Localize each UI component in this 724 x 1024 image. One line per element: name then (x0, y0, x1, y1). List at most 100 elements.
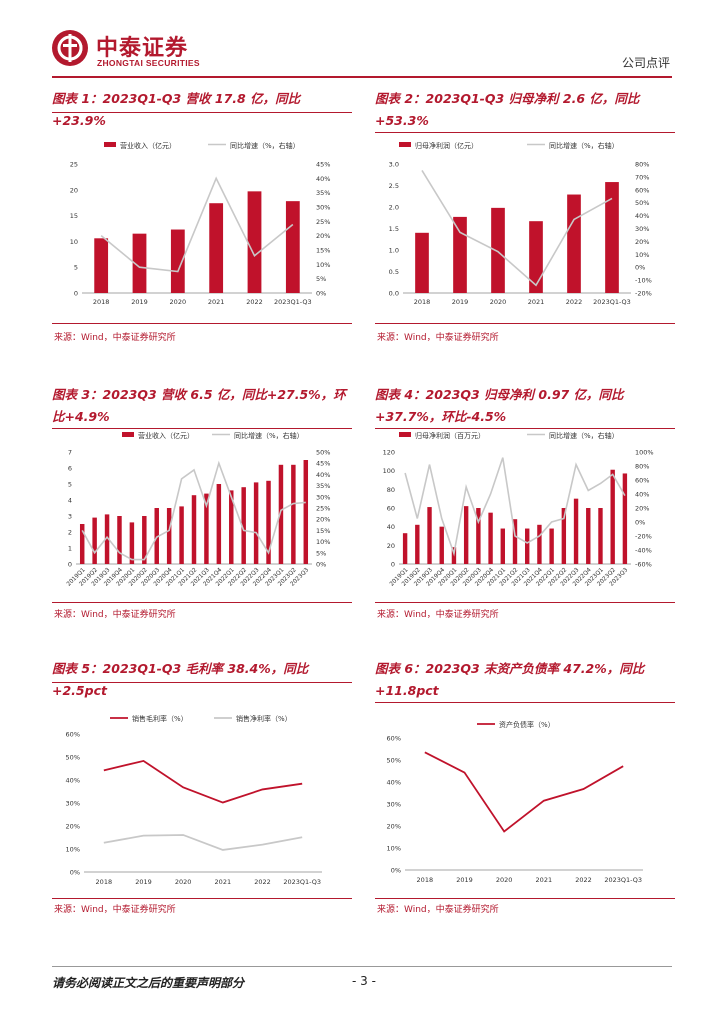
right-tick-label: 60% (635, 186, 649, 194)
x-tick-label: 2023Q1-Q3 (604, 876, 642, 884)
x-tick-label: 2023Q1-Q3 (593, 298, 631, 306)
left-tick-label: 0 (74, 290, 78, 298)
figure-panel-5: 图表 5：2023Q1-Q3 毛利率 38.4%，同比+2.5pct 销售毛利率… (52, 658, 352, 920)
left-tick-label: 25 (70, 161, 78, 169)
x-tick-label: 2018 (93, 298, 110, 306)
left-tick-label: 20 (70, 186, 78, 194)
figure-panel-4: 图表 4：2023Q3 归母净利 0.97 亿，同比+37.7%，环比-4.5%… (375, 384, 675, 624)
left-tick-label: 5 (74, 264, 78, 272)
right-tick-label: 35% (316, 482, 330, 490)
title-divider (375, 702, 675, 703)
bar-mark (488, 512, 493, 564)
bar-mark (92, 517, 97, 564)
x-tick-label: 2020 (170, 298, 187, 306)
bar-mark (427, 507, 432, 564)
right-tick-label: 15% (316, 247, 330, 255)
bar-mark (512, 519, 518, 564)
net-profit-quarterly-chart: 归母净利润（百万元） 同比增速（%，右轴） 0 20 40 60 80 100 120 -60% -… (375, 430, 675, 600)
right-tick-label: -20% (635, 290, 652, 298)
source-divider (375, 602, 675, 603)
left-tick-label: 7 (68, 449, 72, 457)
legend-bar-label: 归母净利润（百万元） (415, 431, 485, 440)
figure-title: 图表 4：2023Q3 归母净利 0.97 亿，同比+37.7%，环比-4.5% (375, 387, 624, 424)
source-divider (52, 898, 352, 899)
bar-mark (549, 528, 554, 564)
right-tick-label: 60% (635, 477, 649, 485)
left-tick-label: 2.0 (389, 204, 399, 212)
company-name-en: ZHONGTAI SECURITIES (97, 58, 200, 68)
figure-title: 图表 3：2023Q3 营收 6.5 亿，同比+27.5%，环比+4.9% (52, 387, 346, 424)
left-tick-label: 0 (391, 561, 395, 569)
left-tick-label: 10 (70, 238, 78, 246)
left-tick-label: 15 (70, 212, 78, 220)
right-tick-label: 80% (635, 463, 649, 471)
left-tick-label: 100 (383, 467, 395, 475)
right-tick-label: 5% (316, 549, 326, 557)
legend-bar-swatch (104, 142, 116, 147)
series-line (103, 834, 303, 851)
right-tick-label: 25% (316, 505, 330, 513)
legend-bar-label: 营业收入（亿元） (120, 141, 176, 150)
bar-mark (605, 182, 619, 293)
legend-bar-label: 归母净利润（亿元） (415, 141, 478, 150)
bar-mark (253, 482, 259, 564)
bar-mark (94, 238, 109, 293)
title-divider (52, 428, 352, 429)
right-tick-label: 50% (316, 449, 330, 457)
disclaimer-note: 请务必阅读正文之后的重要声明部分 (52, 976, 245, 990)
bar-mark (191, 495, 197, 564)
legend-line-label: 同比增速（%，右轴） (549, 141, 619, 150)
figure-title: 图表 2：2023Q1-Q3 归母净利 2.6 亿，同比+53.3% (375, 91, 640, 128)
left-tick-label: 0 (68, 561, 72, 569)
bar-mark (303, 460, 309, 564)
figure-source: 来源：Wind，中泰证券研究所 (54, 333, 176, 343)
x-tick-label: 2022 (575, 876, 592, 884)
left-tick-label: 0.0 (389, 290, 399, 298)
bar-mark (610, 469, 615, 564)
x-tick-label: 2020 (175, 878, 192, 886)
left-tick-label: 2.5 (389, 182, 399, 190)
bar-mark (537, 524, 542, 564)
footer-divider (52, 966, 672, 967)
x-tick-label: 2019 (135, 878, 152, 886)
y-tick-label: 10% (387, 845, 401, 853)
bar-mark (500, 528, 505, 564)
growth-line (421, 170, 613, 287)
x-tick-label: 2023Q1-Q3 (283, 878, 321, 886)
series-line (424, 751, 624, 833)
x-tick-label: 2020 (496, 876, 513, 884)
figure-source: 来源：Wind，中泰证券研究所 (54, 905, 176, 915)
right-tick-label: 25% (316, 218, 330, 226)
bar-mark (132, 233, 147, 293)
page-number: - 3 - (352, 974, 376, 988)
left-tick-label: 2 (68, 529, 72, 537)
figure-title: 图表 1：2023Q1-Q3 营收 17.8 亿，同比+23.9% (52, 91, 301, 128)
legend-line-label: 同比增速（%，右轴） (234, 431, 304, 440)
legend-bar-swatch (399, 142, 411, 147)
right-tick-label: 40% (316, 175, 330, 183)
left-tick-label: 120 (383, 449, 395, 457)
x-tick-label: 2020 (490, 298, 507, 306)
bar-mark (285, 201, 300, 293)
right-tick-label: -20% (635, 533, 652, 541)
figure-source: 来源：Wind，中泰证券研究所 (377, 610, 499, 620)
bar-mark (179, 506, 184, 564)
chart-svg: 营业收入（亿元） 同比增速（%，右轴） 0 1 2 3 4 5 6 7 0% 5% 10% 15% 20% 2… (66, 431, 330, 588)
left-tick-label: 3 (68, 513, 72, 521)
legend-bar-label: 营业收入（亿元） (138, 431, 194, 440)
series-line (103, 759, 303, 804)
chart-svg: 资产负债率（%） 0% 10% 20% 30% 40% 50% 60% 2018 2019 2020… (387, 720, 643, 884)
bar-mark (247, 191, 262, 293)
right-tick-label: 45% (316, 161, 330, 169)
x-tick-label: 2023Q1-Q3 (274, 298, 312, 306)
bar-mark (104, 514, 110, 564)
legend-label: 资产负债率（%） (499, 720, 555, 729)
figure-panel-3: 图表 3：2023Q3 营收 6.5 亿，同比+27.5%，环比+4.9% 营业… (52, 384, 352, 624)
bar-mark (598, 508, 603, 564)
x-tick-label: 2021 (215, 878, 232, 886)
right-tick-label: -60% (635, 561, 652, 569)
right-tick-label: 45% (316, 460, 330, 468)
bar-mark (142, 516, 147, 564)
right-tick-label: -10% (635, 277, 652, 285)
y-tick-label: 50% (66, 754, 80, 762)
